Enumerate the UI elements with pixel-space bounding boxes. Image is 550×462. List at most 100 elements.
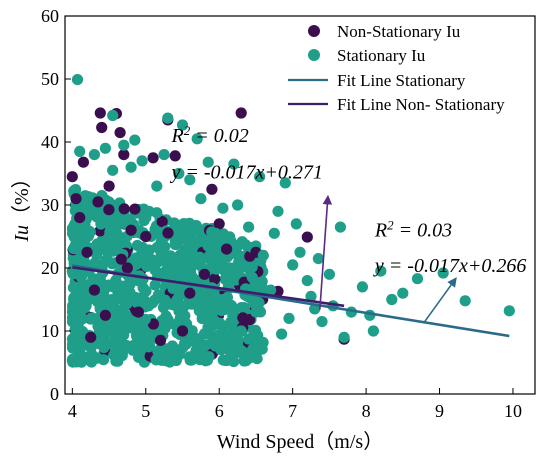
r-squared-label: R2 = 0.03 [374, 217, 452, 242]
y-axis-title-unit: （%） [10, 168, 33, 225]
non-stationary-point [125, 224, 137, 236]
stationary-point [96, 332, 108, 344]
stationary-point [73, 345, 85, 357]
non-stationary-point [81, 246, 93, 258]
stationary-point [143, 300, 155, 312]
stationary-point [98, 284, 111, 296]
stationary-point [191, 133, 203, 145]
stationary-point [316, 316, 328, 328]
stationary-point [179, 337, 191, 349]
non-stationary-point [99, 309, 111, 321]
stationary-point [312, 253, 324, 265]
stationary-point [117, 326, 129, 338]
stationary-point [107, 164, 119, 176]
stationary-point [88, 149, 100, 161]
stationary-point [268, 227, 280, 239]
stationary-point [503, 305, 515, 317]
stationary-point [411, 273, 424, 285]
stationary-point [323, 268, 335, 280]
stationary-point [209, 227, 222, 239]
non-stationary-point [140, 230, 152, 243]
non-stationary-point [176, 325, 189, 337]
legend-label-fit-stationary: Fit Line Stationary [337, 71, 466, 90]
axis-ticks: 4 5 6 7 8 9 10 0 10 20 30 40 50 60 [41, 6, 522, 421]
stationary-point [194, 251, 206, 263]
stationary-point [136, 155, 148, 167]
stationary-point [143, 245, 155, 257]
non-stationary-point [88, 284, 100, 296]
non-stationary-point [85, 331, 97, 343]
stationary-point [217, 202, 229, 214]
fit-lines [72, 264, 510, 338]
stationary-point [195, 193, 207, 205]
y-tick-label: 30 [41, 195, 59, 215]
y-tick-label: 60 [41, 6, 59, 26]
non-stationary-point [94, 107, 106, 119]
stationary-point [85, 312, 97, 324]
non-stationary-point [162, 227, 174, 239]
stationary-point [158, 149, 170, 161]
stationary-point [184, 174, 196, 186]
stationary-point [188, 236, 200, 248]
stationary-point [234, 253, 246, 265]
stationary-point [235, 325, 247, 337]
regression-equation: y = -0.017x+0.266 [373, 255, 526, 277]
legend-marker-non-stationary [308, 25, 320, 37]
stationary-point [279, 177, 291, 189]
stationary-point [110, 294, 122, 306]
non-stationary-point [121, 262, 133, 274]
arrow-non-stationary [319, 194, 333, 310]
stationary-point [66, 316, 79, 328]
stationary-point [199, 339, 211, 352]
stationary-point [75, 271, 87, 283]
stationary-point [167, 282, 179, 294]
stationary-point [130, 330, 143, 342]
y-axis-title: Iu（%） [10, 168, 33, 242]
stationary-point [99, 142, 111, 154]
stationary-point [232, 199, 244, 211]
stationary-point [159, 253, 171, 265]
stationary-point [294, 246, 306, 258]
stationary-point [122, 213, 134, 225]
y-tick-label: 40 [41, 132, 59, 152]
x-tick-label: 6 [215, 401, 224, 421]
stationary-point [110, 351, 122, 364]
non-stationary-point [235, 107, 247, 119]
non-stationary-point [184, 287, 196, 299]
stationary-point [131, 296, 143, 308]
stationary-point [210, 292, 222, 304]
stationary-point [170, 238, 182, 251]
x-tick-label: 7 [288, 401, 297, 421]
stationary-point [140, 212, 152, 224]
non-stationary-point [209, 273, 221, 285]
stationary-point [85, 342, 97, 354]
non-stationary-point [129, 203, 141, 215]
stationary-point [236, 345, 248, 357]
stationary-point [356, 281, 368, 293]
stationary-point [367, 325, 379, 337]
stationary-point [139, 313, 151, 325]
stationary-point [221, 291, 233, 304]
annotations: R2 = 0.02 y = -0.017x+0.271 R2 = 0.03 y = -… [169, 123, 526, 324]
x-tick-label: 10 [504, 401, 522, 421]
stationary-point [71, 74, 84, 86]
stationary-point [193, 305, 205, 317]
non-stationary-point [213, 218, 225, 230]
stationary-point [459, 295, 471, 307]
stationary-point [85, 356, 98, 368]
stationary-point [108, 334, 121, 346]
stationary-point [95, 218, 107, 230]
non-stationary-point [77, 156, 89, 168]
non-stationary-point [301, 231, 313, 243]
regression-equation: y = -0.017x+0.271 [169, 162, 322, 184]
non-stationary-point [169, 150, 181, 162]
stationary-point [240, 355, 252, 367]
stationary-point [246, 271, 258, 283]
stationary-point [169, 258, 181, 270]
stationary-point [301, 275, 313, 287]
stationary-point [203, 351, 215, 363]
stationary-point [212, 329, 224, 342]
stationary-point [276, 328, 288, 340]
stationary-point [207, 251, 219, 263]
